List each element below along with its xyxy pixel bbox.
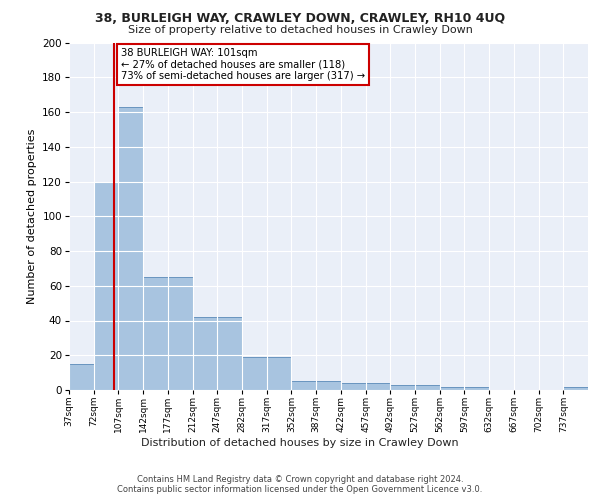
- Bar: [143, 277, 168, 390]
- Text: Distribution of detached houses by size in Crawley Down: Distribution of detached houses by size …: [141, 438, 459, 448]
- Bar: [365, 383, 390, 390]
- Bar: [440, 386, 464, 390]
- Bar: [390, 385, 415, 390]
- Bar: [341, 383, 365, 390]
- Text: 38 BURLEIGH WAY: 101sqm
← 27% of detached houses are smaller (118)
73% of semi-d: 38 BURLEIGH WAY: 101sqm ← 27% of detache…: [121, 48, 365, 81]
- Bar: [464, 386, 489, 390]
- Bar: [292, 382, 316, 390]
- Bar: [168, 277, 193, 390]
- Bar: [563, 386, 588, 390]
- Y-axis label: Number of detached properties: Number of detached properties: [27, 128, 37, 304]
- Bar: [94, 182, 118, 390]
- Bar: [193, 317, 217, 390]
- Bar: [242, 357, 267, 390]
- Bar: [69, 364, 94, 390]
- Bar: [118, 107, 143, 390]
- Bar: [267, 357, 292, 390]
- Text: Size of property relative to detached houses in Crawley Down: Size of property relative to detached ho…: [128, 25, 472, 35]
- Bar: [415, 385, 440, 390]
- Bar: [316, 382, 341, 390]
- Bar: [217, 317, 242, 390]
- Text: 38, BURLEIGH WAY, CRAWLEY DOWN, CRAWLEY, RH10 4UQ: 38, BURLEIGH WAY, CRAWLEY DOWN, CRAWLEY,…: [95, 12, 505, 26]
- Text: Contains HM Land Registry data © Crown copyright and database right 2024.
Contai: Contains HM Land Registry data © Crown c…: [118, 474, 482, 494]
